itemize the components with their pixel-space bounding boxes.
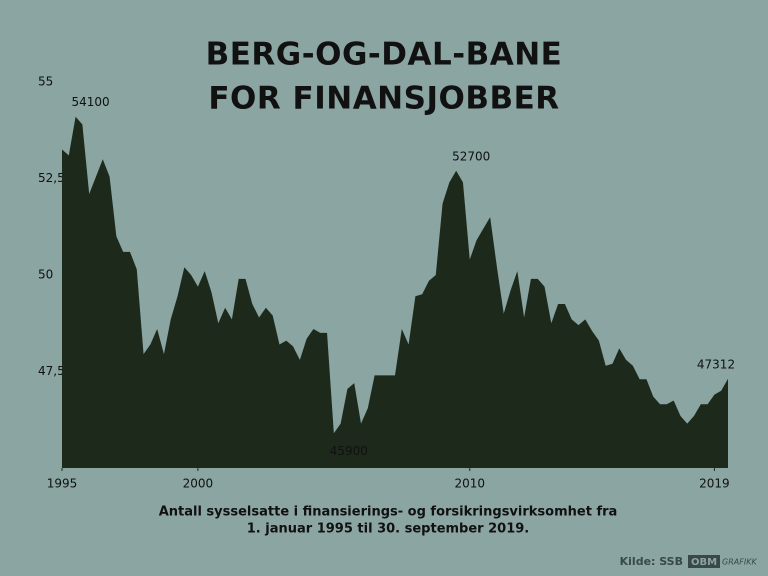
x-tick-label: 2010 <box>454 477 485 491</box>
data-label: 47312 <box>697 357 735 371</box>
y-tick-label: 55 <box>38 75 53 89</box>
chart-title: BERG-OG-DAL-BANE <box>206 37 563 73</box>
chart-title: FOR FINANSJOBBER <box>208 81 559 117</box>
y-tick-label: 50 <box>38 268 53 282</box>
x-tick-label: 2019 <box>699 477 730 491</box>
data-label: 52700 <box>452 149 490 163</box>
subtitle: 1. januar 1995 til 30. september 2019. <box>247 522 530 537</box>
y-tick-label: 52,5 <box>38 171 65 185</box>
area <box>62 116 728 469</box>
source: Kilde: SSB <box>620 555 683 568</box>
subtitle: Antall sysselsatte i finansierings- og f… <box>159 505 618 520</box>
data-label: 54100 <box>71 95 109 109</box>
x-tick-label: 2000 <box>183 477 214 491</box>
logo-box <box>688 555 720 568</box>
x-tick-label: 1995 <box>47 477 78 491</box>
data-label: 45900 <box>330 444 368 458</box>
logo: OBM <box>691 557 717 568</box>
y-tick-label: 47,5 <box>38 364 65 378</box>
logo: GRAFIKK <box>722 558 757 567</box>
